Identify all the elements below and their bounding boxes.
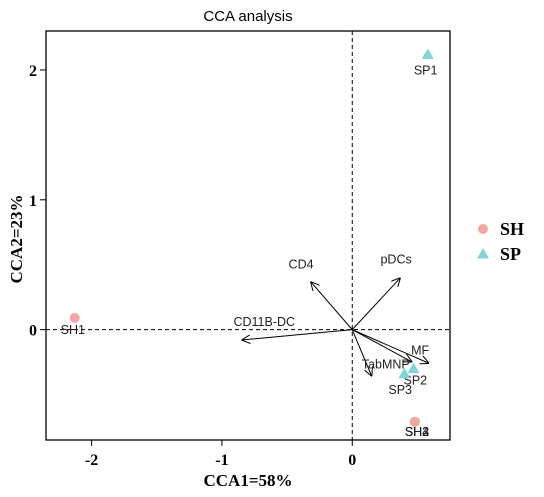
x-tick-label: -2 (85, 452, 98, 469)
x-tick-label: 0 (348, 452, 356, 469)
point-label: SH2 (405, 425, 429, 439)
point-label: SH3 (405, 425, 429, 439)
y-tick-label: 1 (29, 193, 37, 210)
legend: SH SP (477, 219, 524, 264)
y-axis-title: CCA2=23% (7, 194, 26, 283)
point-label: SP1 (414, 63, 438, 77)
data-point-sh (69, 312, 80, 323)
vector-label: CD4 (289, 258, 314, 272)
vector-arrow (311, 282, 353, 330)
point-label: SH1 (61, 323, 85, 337)
data-point-sp (407, 362, 420, 374)
x-tick-label: -1 (215, 452, 228, 469)
vector-arrow (352, 329, 429, 364)
y-tick-label: 0 (29, 323, 37, 340)
legend-symbol (477, 248, 489, 259)
plot-frame (45, 30, 451, 441)
vector-arrow (241, 329, 353, 340)
point-label: SH4 (405, 425, 429, 439)
data-point-sp (421, 48, 434, 59)
legend-label: SH (500, 219, 524, 239)
legend-symbol (478, 224, 488, 234)
data-point-sh (409, 416, 420, 427)
point-label: SP3 (388, 383, 412, 397)
vector-label: TabMNP (362, 357, 410, 371)
chart-title: CCA analysis (203, 8, 292, 25)
data-point-sp (398, 367, 411, 379)
y-tick-label: 2 (29, 63, 37, 80)
vector-arrow (351, 329, 372, 377)
vector-arrow (351, 278, 400, 330)
legend-label: SP (500, 244, 521, 264)
vector-arrow (352, 329, 412, 362)
vector-label: MF (411, 343, 429, 357)
vector-label: CD11B-DC (233, 315, 295, 329)
x-axis-title: CCA1=58% (203, 471, 292, 490)
vector-label: pDCs (380, 253, 411, 267)
